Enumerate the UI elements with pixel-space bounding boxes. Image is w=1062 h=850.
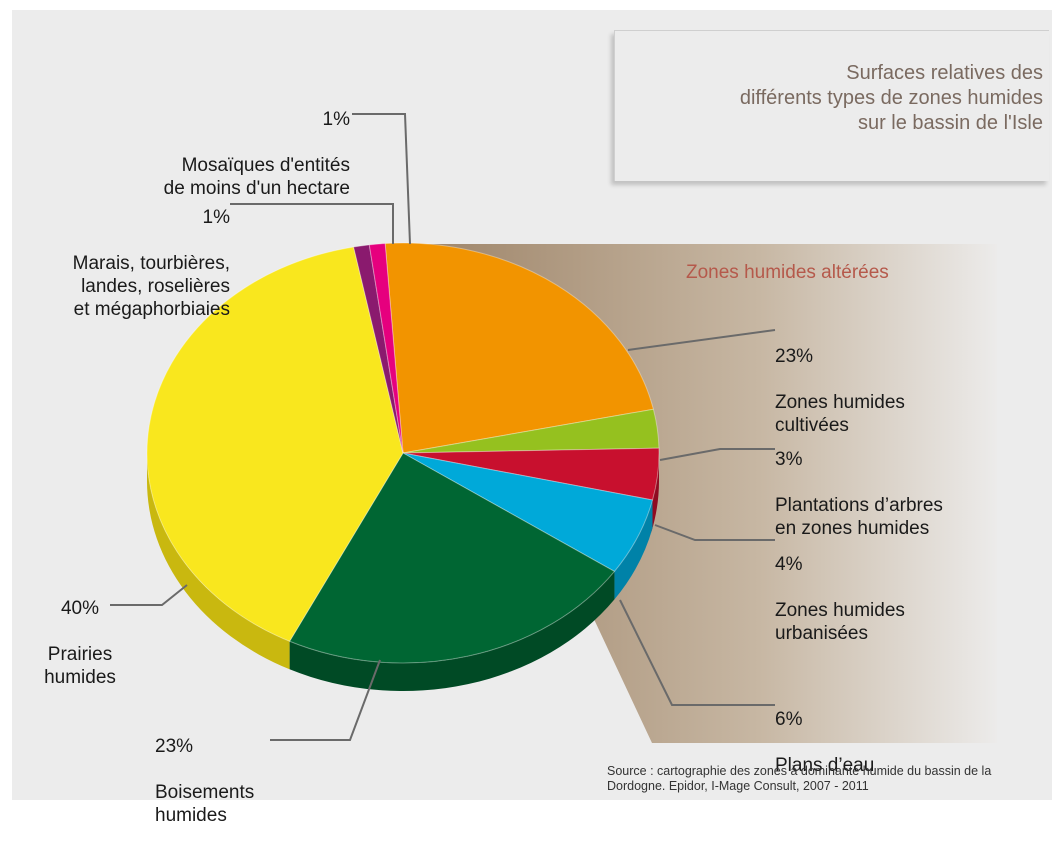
label-plantations: 3% Plantations d’arbres en zones humides — [775, 449, 943, 539]
title-box: Surfaces relatives des différents types … — [614, 30, 1049, 181]
slice-2-side — [651, 453, 659, 533]
slice-7 — [368, 242, 404, 454]
leader-line-0 — [627, 329, 776, 351]
leader-line-4 — [270, 659, 381, 741]
source-note: Source : cartographie des zones à domina… — [607, 764, 992, 793]
label-woodland: 23% Boisements humides — [155, 736, 255, 826]
slice-3-side — [614, 499, 653, 600]
altered-group-label: Zones humides altérées — [686, 262, 889, 283]
slice-5 — [146, 246, 404, 642]
slice-2 — [402, 447, 660, 501]
leader-line-5 — [110, 584, 188, 606]
label-marshes: 1% Marais, tourbières, landes, roselière… — [72, 207, 230, 320]
label-meadows: 40% Prairies humides — [44, 598, 116, 688]
pie-chart — [110, 113, 997, 743]
label-mosaics: 1% Mosaïques d'entités de moins d'un hec… — [163, 109, 350, 199]
label-cultivated: 23% Zones humides cultivées — [775, 346, 905, 436]
chart-title: Surfaces relatives des différents types … — [739, 62, 1043, 134]
leader-line-6 — [230, 203, 394, 244]
label-urbanized: 4% Zones humides urbanisées — [775, 554, 905, 644]
leader-line-7 — [352, 113, 411, 245]
leader-line-1 — [659, 448, 775, 461]
altered-zone-band — [402, 244, 997, 743]
slice-6 — [352, 244, 404, 454]
leader-line-2 — [654, 524, 775, 541]
leader-line-3 — [619, 599, 775, 706]
slice-4 — [288, 452, 616, 664]
slice-4-side — [289, 571, 615, 691]
slice-5-side — [147, 453, 290, 670]
slice-0 — [384, 242, 655, 454]
label-water: 6% Plans d’eau — [775, 709, 875, 776]
slice-1 — [402, 408, 660, 454]
slice-3 — [402, 452, 654, 573]
